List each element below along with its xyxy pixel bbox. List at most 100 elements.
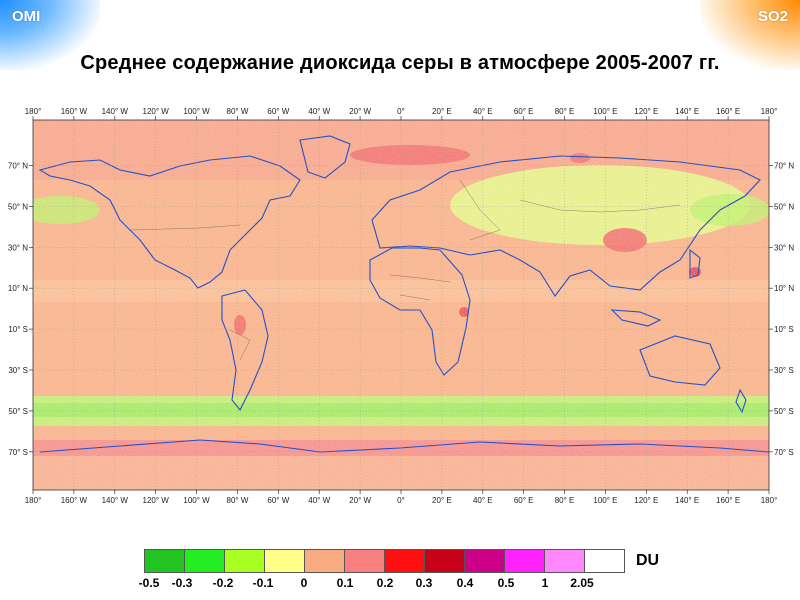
legend-tick: -0.2 bbox=[212, 576, 234, 590]
lat-label: 10° S bbox=[8, 325, 28, 334]
lon-label: 80° W bbox=[227, 107, 249, 116]
lon-label: 40° E bbox=[473, 107, 493, 116]
legend-swatch bbox=[505, 550, 545, 572]
indonesia-coast bbox=[610, 309, 662, 327]
legend-swatch bbox=[145, 550, 185, 572]
lon-label: 20° W bbox=[349, 107, 371, 116]
greenland-coast bbox=[299, 135, 351, 179]
corner-gradient-left: OMI bbox=[0, 0, 100, 70]
south-america-borders bbox=[229, 329, 251, 361]
legend-tick: 0.4 bbox=[456, 576, 474, 590]
legend-swatch bbox=[465, 550, 505, 572]
so2-world-map: 180° 160° W 140° W 120° W 100° W 80° W 60° W 40… bbox=[8, 107, 794, 505]
lon-label: 180° bbox=[761, 496, 778, 505]
legend-tick: 0.5 bbox=[497, 576, 515, 590]
lon-label: 40° W bbox=[308, 107, 330, 116]
lon-label: 120° W bbox=[143, 107, 170, 116]
lat-label: 70° N bbox=[8, 162, 28, 171]
lon-label: 120° E bbox=[634, 107, 658, 116]
legend-tick: 0.1 bbox=[336, 576, 354, 590]
lon-label: 60° W bbox=[267, 496, 289, 505]
lon-label: 180° bbox=[761, 107, 778, 116]
lon-labels-bottom: 180° 160° W 140° W 120° W 100° W 80° W 60° W 40… bbox=[25, 496, 778, 505]
lon-label: 140° E bbox=[675, 496, 699, 505]
south-america-coast bbox=[221, 289, 269, 412]
lat-label: 30° S bbox=[8, 366, 28, 375]
lon-label: 20° W bbox=[349, 496, 371, 505]
africa-coast bbox=[369, 247, 471, 376]
lon-label: 100° E bbox=[593, 496, 617, 505]
legend-swatch bbox=[225, 550, 265, 572]
lon-label: 40° W bbox=[308, 496, 330, 505]
lon-label: 140° E bbox=[675, 107, 699, 116]
russia-asia-border bbox=[519, 199, 681, 213]
legend-swatch bbox=[425, 550, 465, 572]
antarctica-coast bbox=[39, 439, 769, 453]
legend-swatch bbox=[265, 550, 305, 572]
legend-tick: 1 bbox=[541, 576, 549, 590]
noise-texture bbox=[33, 120, 769, 490]
legend-tick: -0.3 bbox=[171, 576, 193, 590]
lon-label: 0° bbox=[397, 107, 405, 116]
japan-coast bbox=[689, 248, 701, 279]
legend-unit: DU bbox=[636, 552, 660, 569]
lon-label: 160° E bbox=[716, 496, 740, 505]
lon-label: 60° E bbox=[514, 496, 534, 505]
instrument-label: OMI bbox=[12, 8, 41, 25]
north-america-coast bbox=[38, 155, 301, 289]
axis-ticks bbox=[29, 116, 773, 494]
color-legend bbox=[144, 549, 625, 573]
lat-label: 30° N bbox=[8, 243, 28, 252]
lat-label: 70° N bbox=[774, 162, 794, 171]
legend-tick: -0.5 bbox=[138, 576, 160, 590]
australia-coast bbox=[639, 335, 721, 386]
us-canada-border bbox=[129, 224, 241, 231]
lon-label: 100° W bbox=[183, 107, 210, 116]
legend-swatch bbox=[305, 550, 345, 572]
legend-tick: 0 bbox=[300, 576, 308, 590]
corner-gradient-right: SO2 bbox=[700, 0, 800, 70]
lon-label: 120° W bbox=[143, 496, 170, 505]
lon-label: 80° E bbox=[555, 107, 575, 116]
legend-tick: 0.3 bbox=[415, 576, 433, 590]
lon-label: 0° bbox=[397, 496, 405, 505]
legend-tick: 0.2 bbox=[376, 576, 394, 590]
lat-labels-right: 70° N 50° N 30° N 10° N 10° S 30° S 50° S 70° S bbox=[774, 162, 794, 457]
country-borders bbox=[129, 179, 681, 361]
legend-swatch bbox=[385, 550, 425, 572]
lon-label: 160° W bbox=[61, 496, 88, 505]
legend-tick: -0.1 bbox=[252, 576, 274, 590]
lon-label: 80° W bbox=[227, 496, 249, 505]
eastern-europe-borders bbox=[459, 179, 501, 241]
eurasia-coast bbox=[371, 155, 761, 297]
legend-swatch bbox=[185, 550, 225, 572]
lon-label: 100° E bbox=[593, 107, 617, 116]
lon-label: 160° E bbox=[716, 107, 740, 116]
lon-label: 100° W bbox=[183, 496, 210, 505]
lat-label: 10° N bbox=[8, 284, 28, 293]
lon-label: 180° bbox=[25, 496, 42, 505]
lon-label: 20° E bbox=[432, 107, 452, 116]
africa-borders bbox=[389, 274, 451, 301]
lat-label: 70° S bbox=[8, 448, 28, 457]
legend-tick: 2.05 bbox=[570, 576, 594, 590]
lat-label: 50° N bbox=[774, 202, 794, 211]
lat-label: 30° S bbox=[774, 366, 794, 375]
lon-label: 180° bbox=[25, 107, 42, 116]
lon-label: 160° W bbox=[61, 107, 88, 116]
lat-label: 10° S bbox=[774, 325, 794, 334]
legend-swatch bbox=[585, 550, 625, 572]
lat-label: 50° S bbox=[774, 407, 794, 416]
legend-swatch bbox=[545, 550, 585, 572]
new-zealand-coast bbox=[735, 388, 747, 414]
lon-label: 80° E bbox=[555, 496, 575, 505]
lat-labels-left: 70° N 50° N 30° N 10° N 10° S 30° S 50° S 70° S bbox=[8, 162, 28, 457]
coastlines bbox=[38, 135, 769, 453]
lon-label: 140° W bbox=[102, 496, 129, 505]
lon-label: 60° E bbox=[514, 107, 534, 116]
lat-label: 50° S bbox=[8, 407, 28, 416]
lon-label: 60° W bbox=[267, 107, 289, 116]
legend-swatch bbox=[345, 550, 385, 572]
lat-label: 30° N bbox=[774, 243, 794, 252]
lon-label: 40° E bbox=[473, 496, 493, 505]
